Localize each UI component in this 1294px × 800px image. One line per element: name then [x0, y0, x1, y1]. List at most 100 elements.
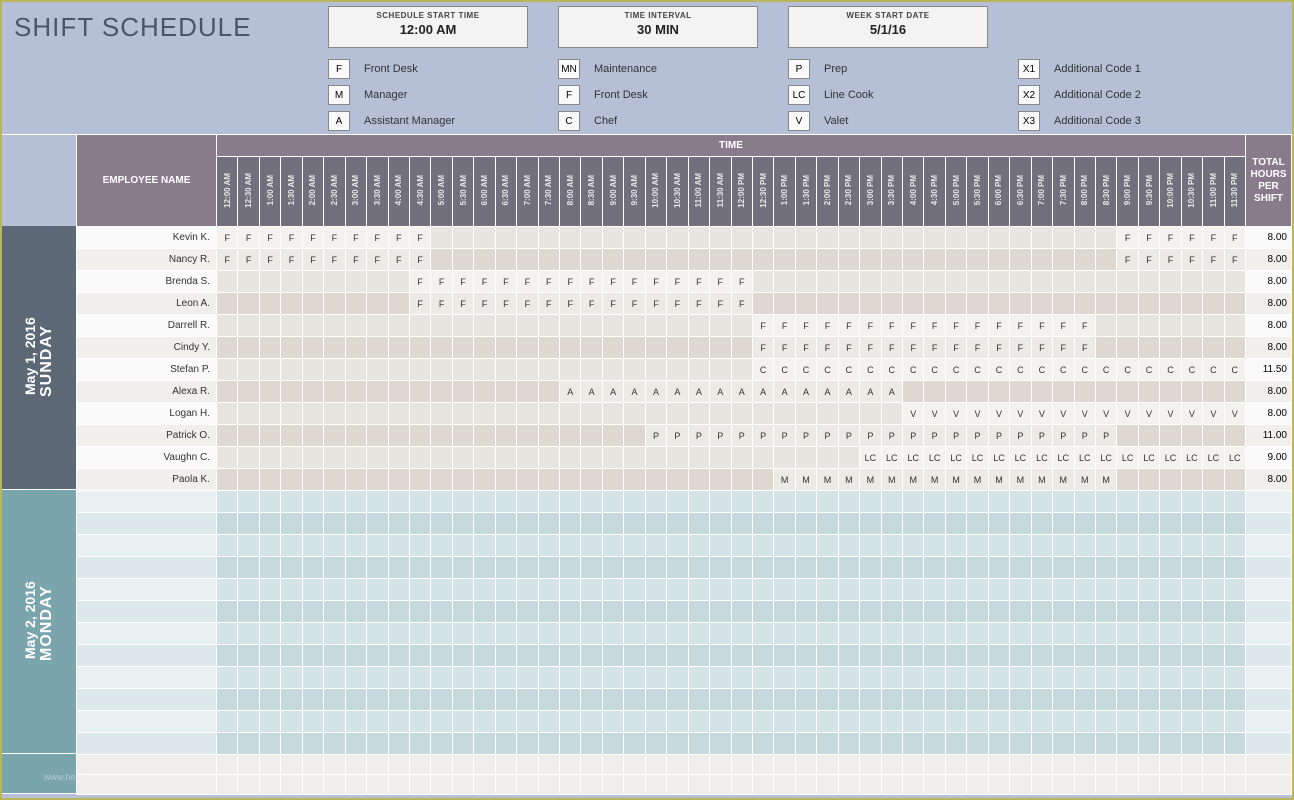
- shift-cell[interactable]: [967, 535, 988, 557]
- shift-cell[interactable]: [731, 403, 752, 425]
- shift-cell[interactable]: [645, 403, 666, 425]
- shift-cell[interactable]: [710, 579, 731, 601]
- shift-cell[interactable]: [581, 733, 602, 755]
- shift-cell[interactable]: M: [1053, 469, 1074, 491]
- shift-cell[interactable]: [967, 711, 988, 733]
- shift-cell[interactable]: [645, 447, 666, 469]
- shift-cell[interactable]: F: [752, 315, 773, 337]
- shift-cell[interactable]: [688, 403, 709, 425]
- shift-cell[interactable]: [838, 249, 859, 271]
- shift-cell[interactable]: V: [1117, 403, 1138, 425]
- shift-cell[interactable]: [752, 557, 773, 579]
- shift-cell[interactable]: [817, 271, 838, 293]
- shift-cell[interactable]: [217, 755, 238, 775]
- shift-cell[interactable]: [1224, 711, 1245, 733]
- shift-cell[interactable]: [517, 513, 538, 535]
- shift-cell[interactable]: [731, 315, 752, 337]
- shift-cell[interactable]: [1031, 381, 1052, 403]
- shift-cell[interactable]: [217, 315, 238, 337]
- shift-cell[interactable]: F: [409, 271, 430, 293]
- shift-cell[interactable]: [238, 579, 259, 601]
- shift-cell[interactable]: [367, 711, 388, 733]
- shift-cell[interactable]: [517, 535, 538, 557]
- shift-cell[interactable]: [752, 667, 773, 689]
- shift-cell[interactable]: [795, 689, 816, 711]
- shift-cell[interactable]: [903, 491, 924, 513]
- shift-cell[interactable]: F: [238, 227, 259, 249]
- shift-cell[interactable]: [774, 601, 795, 623]
- shift-cell[interactable]: [1117, 601, 1138, 623]
- shift-cell[interactable]: [795, 535, 816, 557]
- shift-cell[interactable]: [1074, 755, 1095, 775]
- shift-cell[interactable]: [560, 249, 581, 271]
- shift-cell[interactable]: [602, 623, 623, 645]
- shift-cell[interactable]: [281, 623, 302, 645]
- shift-cell[interactable]: F: [452, 293, 473, 315]
- shift-cell[interactable]: [367, 645, 388, 667]
- shift-cell[interactable]: [345, 491, 366, 513]
- shift-cell[interactable]: [1053, 689, 1074, 711]
- shift-cell[interactable]: F: [645, 293, 666, 315]
- shift-cell[interactable]: [495, 425, 516, 447]
- shift-cell[interactable]: [838, 293, 859, 315]
- shift-cell[interactable]: [1074, 535, 1095, 557]
- shift-cell[interactable]: [795, 403, 816, 425]
- shift-cell[interactable]: [602, 227, 623, 249]
- shift-cell[interactable]: V: [1181, 403, 1202, 425]
- shift-cell[interactable]: [645, 667, 666, 689]
- shift-cell[interactable]: [710, 623, 731, 645]
- shift-cell[interactable]: [774, 733, 795, 755]
- shift-cell[interactable]: [495, 733, 516, 755]
- shift-cell[interactable]: [431, 425, 452, 447]
- shift-cell[interactable]: [409, 359, 430, 381]
- shift-cell[interactable]: A: [731, 381, 752, 403]
- shift-cell[interactable]: C: [1031, 359, 1052, 381]
- shift-cell[interactable]: [624, 359, 645, 381]
- shift-cell[interactable]: [409, 733, 430, 755]
- shift-cell[interactable]: [560, 447, 581, 469]
- shift-cell[interactable]: [1095, 337, 1116, 359]
- shift-cell[interactable]: [667, 689, 688, 711]
- shift-cell[interactable]: [474, 315, 495, 337]
- shift-cell[interactable]: [1181, 689, 1202, 711]
- shift-cell[interactable]: [1224, 271, 1245, 293]
- shift-cell[interactable]: [945, 513, 966, 535]
- shift-cell[interactable]: [988, 535, 1009, 557]
- shift-cell[interactable]: [409, 667, 430, 689]
- shift-cell[interactable]: [388, 623, 409, 645]
- shift-cell[interactable]: LC: [1010, 447, 1031, 469]
- shift-cell[interactable]: [752, 271, 773, 293]
- shift-cell[interactable]: [367, 535, 388, 557]
- shift-cell[interactable]: [881, 513, 902, 535]
- shift-cell[interactable]: [281, 733, 302, 755]
- shift-cell[interactable]: [367, 469, 388, 491]
- shift-cell[interactable]: F: [1031, 337, 1052, 359]
- shift-cell[interactable]: [967, 601, 988, 623]
- shift-cell[interactable]: [881, 689, 902, 711]
- shift-cell[interactable]: [560, 315, 581, 337]
- shift-cell[interactable]: [688, 447, 709, 469]
- shift-cell[interactable]: [795, 447, 816, 469]
- shift-cell[interactable]: [967, 775, 988, 795]
- shift-cell[interactable]: [238, 733, 259, 755]
- shift-cell[interactable]: [474, 579, 495, 601]
- shift-cell[interactable]: [838, 513, 859, 535]
- shift-cell[interactable]: [945, 689, 966, 711]
- shift-cell[interactable]: M: [817, 469, 838, 491]
- shift-cell[interactable]: [538, 447, 559, 469]
- shift-cell[interactable]: [1095, 601, 1116, 623]
- shift-cell[interactable]: C: [1203, 359, 1224, 381]
- shift-cell[interactable]: A: [667, 381, 688, 403]
- shift-cell[interactable]: [367, 579, 388, 601]
- shift-cell[interactable]: [710, 249, 731, 271]
- shift-cell[interactable]: [1160, 645, 1181, 667]
- shift-cell[interactable]: A: [688, 381, 709, 403]
- shift-cell[interactable]: [967, 557, 988, 579]
- shift-cell[interactable]: P: [667, 425, 688, 447]
- shift-cell[interactable]: F: [1010, 315, 1031, 337]
- shift-cell[interactable]: [988, 645, 1009, 667]
- shift-cell[interactable]: [645, 315, 666, 337]
- shift-cell[interactable]: [817, 689, 838, 711]
- shift-cell[interactable]: [409, 447, 430, 469]
- shift-cell[interactable]: [302, 337, 323, 359]
